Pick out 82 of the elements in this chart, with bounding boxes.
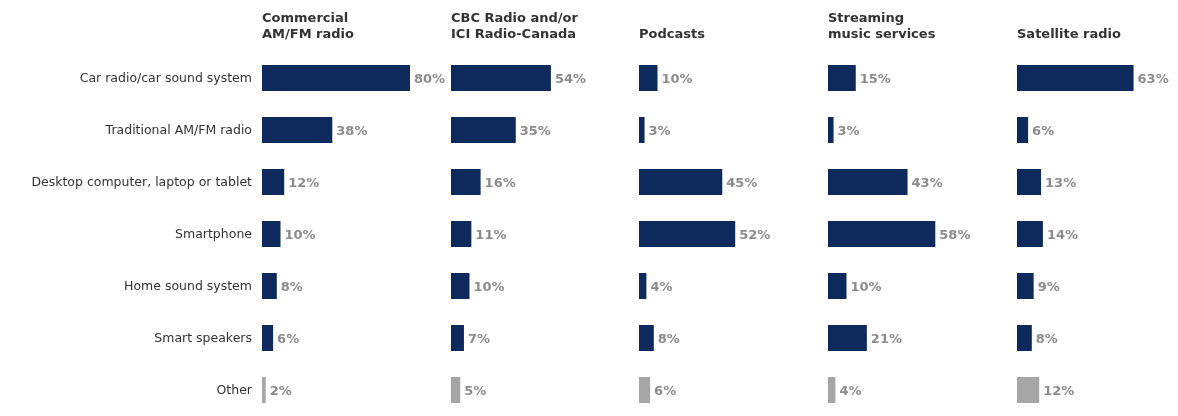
y-tick-label: Desktop computer, laptop or tablet bbox=[31, 174, 253, 190]
bar bbox=[451, 169, 481, 195]
data-label: 16% bbox=[484, 174, 516, 190]
data-label: 58% bbox=[939, 226, 971, 242]
bar bbox=[639, 221, 736, 247]
bar bbox=[262, 117, 333, 143]
bar bbox=[639, 169, 723, 195]
data-label: 4% bbox=[650, 278, 673, 294]
data-label: 15% bbox=[859, 70, 891, 86]
data-label: 9% bbox=[1037, 278, 1060, 294]
bar bbox=[262, 65, 410, 91]
bar bbox=[262, 377, 266, 403]
data-label: 52% bbox=[739, 226, 771, 242]
bar bbox=[1017, 169, 1042, 195]
data-label: 6% bbox=[277, 330, 300, 346]
y-tick-label: Traditional AM/FM radio bbox=[104, 122, 252, 138]
chart-title: Commercial AM/FM radio bbox=[262, 10, 355, 41]
data-label: 45% bbox=[726, 174, 758, 190]
chart-title: CBC Radio and/or ICI Radio-Canada bbox=[451, 10, 579, 41]
bar bbox=[451, 325, 464, 351]
bar bbox=[828, 221, 936, 247]
bar bbox=[451, 377, 461, 403]
chart-title: Podcasts bbox=[639, 26, 706, 41]
data-label: 14% bbox=[1046, 226, 1079, 242]
bar bbox=[1017, 117, 1029, 143]
bar bbox=[262, 273, 277, 299]
bar bbox=[639, 65, 658, 91]
bar bbox=[828, 377, 836, 403]
bar bbox=[828, 169, 908, 195]
bar bbox=[1017, 65, 1134, 91]
y-tick-label: Car radio/car sound system bbox=[79, 70, 252, 86]
data-label: 11% bbox=[475, 226, 507, 242]
bar bbox=[262, 169, 285, 195]
bar bbox=[1017, 273, 1034, 299]
bar bbox=[451, 221, 472, 247]
chart-title: Satellite radio bbox=[1017, 26, 1122, 41]
bar bbox=[451, 117, 516, 143]
data-label: 12% bbox=[1043, 382, 1075, 398]
bar bbox=[451, 65, 551, 91]
data-label: 6% bbox=[654, 382, 677, 398]
bar bbox=[639, 273, 647, 299]
data-label: 38% bbox=[336, 122, 368, 138]
data-label: 8% bbox=[280, 278, 303, 294]
data-label: 2% bbox=[269, 382, 292, 398]
y-tick-label: Smartphone bbox=[175, 226, 253, 242]
y-tick-label: Smart speakers bbox=[154, 330, 252, 346]
data-label: 10% bbox=[284, 226, 316, 242]
chart-title: Streaming music services bbox=[828, 10, 936, 41]
data-label: 10% bbox=[850, 278, 882, 294]
data-label: 10% bbox=[473, 278, 505, 294]
bar bbox=[828, 117, 834, 143]
data-label: 10% bbox=[661, 70, 693, 86]
bar bbox=[639, 377, 651, 403]
bar bbox=[639, 117, 645, 143]
data-label: 12% bbox=[288, 174, 320, 190]
bar bbox=[828, 65, 856, 91]
bar bbox=[262, 325, 274, 351]
data-label: 43% bbox=[911, 174, 943, 190]
data-label: 54% bbox=[554, 70, 587, 86]
data-label: 6% bbox=[1032, 122, 1055, 138]
data-label: 4% bbox=[839, 382, 862, 398]
data-label: 21% bbox=[870, 330, 902, 346]
bar bbox=[639, 325, 654, 351]
bar bbox=[1017, 325, 1032, 351]
data-label: 80% bbox=[414, 70, 446, 86]
bar bbox=[828, 273, 847, 299]
data-label: 3% bbox=[648, 122, 671, 138]
bar bbox=[828, 325, 867, 351]
data-label: 5% bbox=[464, 382, 487, 398]
y-tick-label: Other bbox=[216, 382, 253, 398]
data-label: 3% bbox=[837, 122, 860, 138]
y-tick-label: Home sound system bbox=[124, 278, 252, 294]
data-label: 8% bbox=[657, 330, 680, 346]
data-label: 35% bbox=[519, 122, 551, 138]
bar bbox=[451, 273, 470, 299]
data-label: 63% bbox=[1137, 70, 1169, 86]
bar bbox=[262, 221, 281, 247]
bar bbox=[1017, 221, 1043, 247]
bar bbox=[1017, 377, 1040, 403]
data-label: 13% bbox=[1045, 174, 1077, 190]
data-label: 8% bbox=[1035, 330, 1058, 346]
data-label: 7% bbox=[467, 330, 491, 346]
